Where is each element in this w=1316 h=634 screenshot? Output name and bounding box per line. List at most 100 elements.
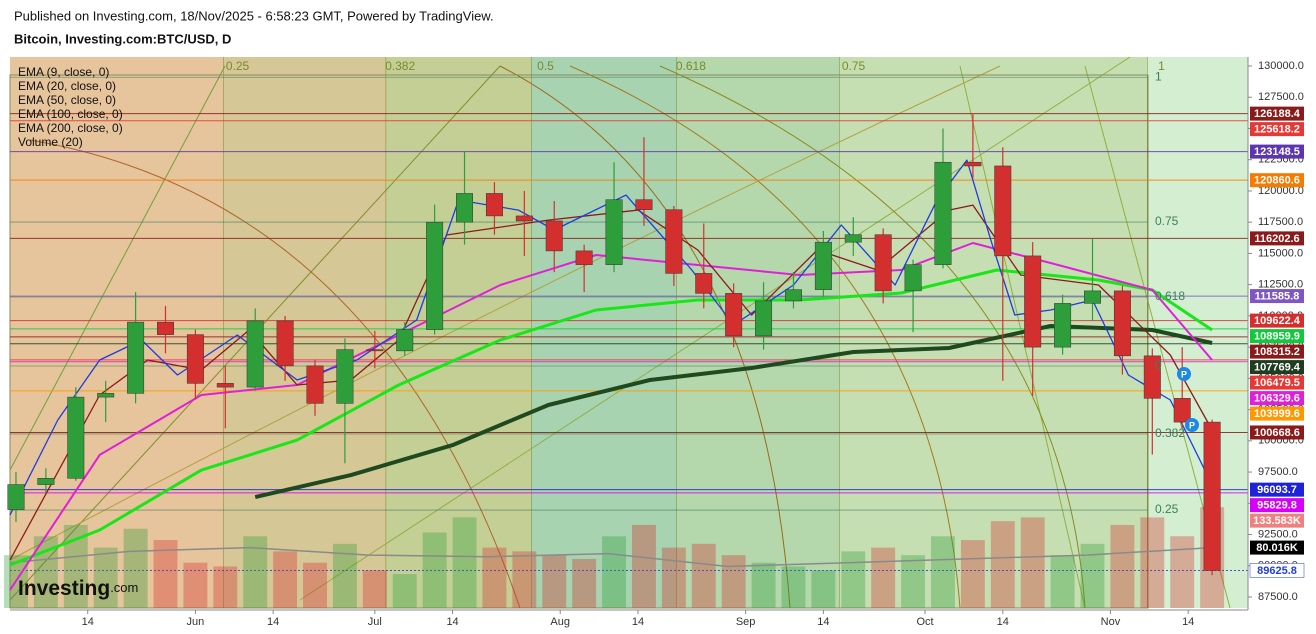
candle-body (37, 478, 55, 485)
x-tick-label: 14 (267, 616, 279, 628)
x-tick-label: 14 (997, 616, 1009, 628)
x-tick-label: 14 (1182, 616, 1194, 628)
price-label-box (1250, 329, 1304, 344)
candle-body (904, 264, 922, 292)
fib-price-label: 0.25 (1155, 502, 1179, 516)
price-label: 109622.4 (1254, 315, 1301, 327)
volume-bar (332, 543, 357, 608)
y-tick-label: 117500.0 (1258, 216, 1303, 228)
fib-labels: 0.25 0.382 0.5 0.618 0.75 11 0.75 0.618 0 0.382 0.… (226, 59, 1186, 516)
volume-bar (1020, 517, 1045, 608)
candle-body (844, 234, 862, 243)
event-marker-letter: P (1189, 420, 1195, 430)
x-tick-label: Nov (1101, 616, 1121, 628)
indicator-name: EMA (100, close, 0) (18, 107, 123, 121)
logo-suffix: .com (110, 580, 138, 595)
price-label: 133.583K (1253, 515, 1301, 527)
volume-bar (781, 566, 806, 608)
price-label: 125618.2 (1254, 124, 1300, 136)
indicator-name: EMA (200, close, 0) (18, 121, 123, 135)
price-label: 106329.6 (1254, 393, 1300, 405)
volume-bar (452, 517, 477, 608)
candle-body (426, 221, 444, 330)
fib-arc (9, 65, 1001, 561)
candle-body (755, 300, 773, 337)
x-tick-label: Jun (187, 616, 205, 628)
candle-body (874, 234, 892, 292)
price-label-box (1250, 344, 1304, 359)
event-marker (1185, 418, 1199, 432)
logo-main: Investing (18, 577, 110, 600)
volume-bar (183, 562, 208, 608)
price-label-box (1250, 144, 1304, 159)
price-label: 111585.8 (1255, 290, 1300, 302)
publish-note: Published on Investing.com, 18/Nov/2025 … (14, 8, 494, 23)
x-tick-label: Oct (916, 616, 933, 628)
fib-time-label: 0.75 (842, 59, 866, 73)
x-tick-label: 14 (632, 616, 644, 628)
candle-body (396, 329, 414, 352)
candle-layer (7, 113, 1221, 576)
price-label-box (1250, 406, 1304, 421)
price-label-box (1250, 122, 1304, 137)
candle-body (515, 215, 533, 222)
fib-time-zone (10, 57, 224, 608)
candle-body (994, 165, 1012, 257)
price-label: 120860.6 (1254, 175, 1300, 187)
price-label-box (1250, 375, 1304, 390)
fib-fan-line (9, 65, 226, 471)
fib-price-label: 1 (1155, 69, 1162, 83)
volume-bar (213, 566, 238, 608)
candle-body (216, 383, 234, 388)
volume-bar (273, 551, 298, 608)
candle-body (1024, 255, 1042, 348)
volume-bar (303, 562, 327, 608)
volume-bar (542, 555, 567, 608)
price-label-box (1250, 391, 1304, 406)
fib-price-label: 0 (1155, 358, 1162, 372)
candle-body (1054, 303, 1072, 348)
volume-bar (691, 543, 716, 608)
volume-layer (4, 507, 1225, 608)
candle-body (1143, 355, 1161, 399)
volume-bar (153, 540, 178, 608)
volume-bar (960, 540, 985, 608)
price-label-box (1250, 540, 1304, 555)
fib-time-label: 1 (1158, 59, 1165, 73)
x-tick-label: Sep (736, 616, 756, 628)
volume-bar (721, 555, 746, 608)
candle-body (1203, 421, 1221, 571)
candle-body (695, 273, 713, 294)
price-label-box (1250, 498, 1304, 513)
volume-bar (751, 562, 776, 608)
fib-arc (659, 65, 1086, 609)
volume-bar (811, 570, 836, 608)
price-label: 107769.4 (1254, 362, 1301, 374)
candle-body (127, 321, 145, 394)
price-label-box (1250, 513, 1304, 528)
indicator-legend: EMA (9, close, 0)EMA (20, close, 0)EMA (… (18, 65, 123, 149)
candle-body (814, 241, 832, 290)
price-label-box (1249, 563, 1305, 578)
volume-bar (1050, 555, 1075, 608)
fib-arc (569, 65, 961, 609)
ema-line (9, 268, 1213, 567)
volume-bar (482, 547, 507, 608)
candle-body (934, 161, 952, 265)
price-label-box (1250, 482, 1304, 497)
fib-arc (29, 139, 521, 609)
x-tick-label: Jul (368, 616, 382, 628)
fib-time-label: 0.618 (676, 59, 706, 73)
indicator-name: Volume (20) (18, 135, 83, 149)
volume-bar (392, 574, 417, 608)
indicator-name: EMA (20, close, 0) (18, 79, 116, 93)
volume-bar (572, 558, 597, 608)
event-marker-letter: P (1181, 369, 1187, 379)
fib-time-label: 0.25 (226, 59, 250, 73)
volume-bar (661, 547, 686, 608)
x-tick-label: 14 (82, 616, 94, 628)
y-tick-label: 115000.0 (1258, 247, 1303, 259)
candle-body (366, 349, 384, 352)
volume-bar (841, 551, 866, 608)
candle-body (964, 161, 982, 167)
